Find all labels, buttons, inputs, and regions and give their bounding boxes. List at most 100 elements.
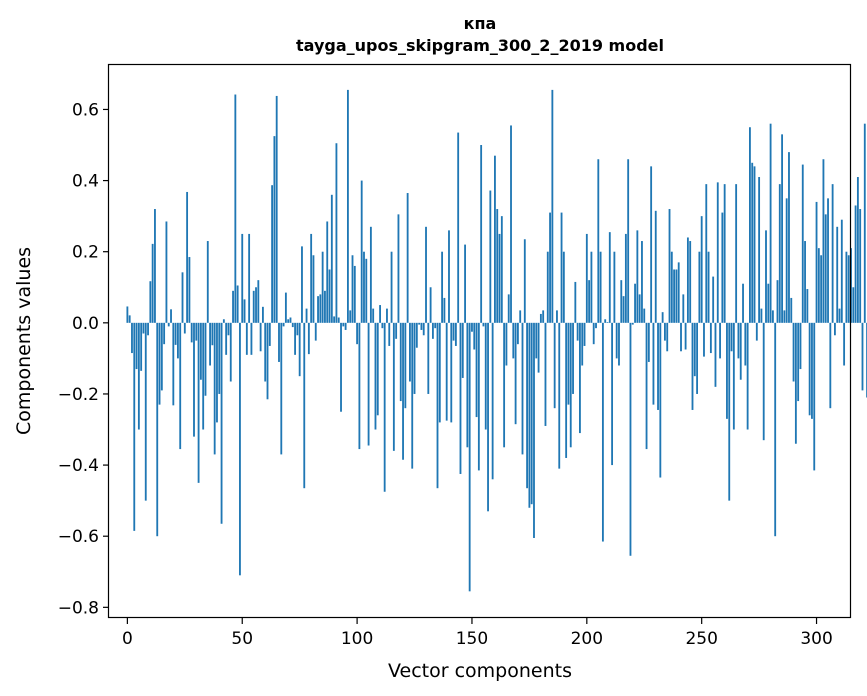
bar: [721, 212, 724, 323]
bar: [392, 322, 395, 451]
bar: [296, 322, 299, 336]
bar: [776, 280, 779, 323]
bar: [503, 322, 506, 448]
bar: [686, 237, 689, 323]
bar: [703, 322, 705, 357]
bar: [480, 145, 483, 323]
bar: [512, 322, 515, 359]
bar: [324, 290, 326, 323]
bar: [195, 322, 198, 341]
bar: [280, 322, 283, 455]
bar: [468, 322, 471, 592]
bar: [232, 290, 234, 323]
bar: [259, 322, 262, 352]
bar: [321, 251, 324, 323]
y-tick-label: 0.6: [72, 100, 99, 120]
bar: [539, 313, 542, 323]
bar: [294, 322, 296, 355]
bar: [500, 216, 503, 323]
bar: [413, 322, 416, 394]
bar: [367, 322, 370, 446]
bar: [248, 233, 251, 323]
x-tick-label: 0: [122, 629, 133, 649]
bar: [216, 322, 218, 423]
bar: [654, 210, 657, 323]
bar: [689, 241, 692, 323]
bar: [746, 322, 749, 430]
bar: [647, 322, 650, 362]
bar: [755, 322, 758, 341]
y-tick-label: 0.4: [72, 172, 99, 192]
x-tick-label: 150: [456, 629, 488, 649]
plot-frame: [107, 63, 852, 619]
bar: [190, 322, 193, 343]
bar: [574, 281, 577, 323]
bar: [799, 322, 802, 370]
bar: [156, 322, 159, 537]
bar: [452, 322, 455, 341]
bar: [859, 209, 862, 323]
bar: [317, 296, 319, 323]
bar: [806, 289, 809, 323]
bar: [804, 241, 806, 323]
bar: [549, 212, 551, 323]
bar: [305, 308, 308, 323]
bar: [592, 322, 595, 345]
bar: [716, 182, 719, 323]
bar: [197, 322, 200, 483]
bar: [576, 322, 579, 341]
bar: [771, 310, 774, 323]
bar: [172, 322, 175, 406]
bar: [427, 322, 430, 394]
bar: [620, 280, 623, 323]
bar: [163, 322, 166, 345]
bar: [505, 322, 508, 366]
bar: [852, 287, 855, 323]
bar: [611, 322, 614, 466]
bar: [404, 322, 407, 409]
bar: [222, 319, 225, 323]
bar: [275, 95, 278, 323]
bar: [569, 322, 572, 448]
bar: [312, 255, 315, 323]
bar: [624, 233, 627, 323]
bar: [374, 322, 377, 430]
bar: [461, 322, 464, 378]
bar: [836, 226, 839, 323]
bar: [448, 230, 450, 323]
bar: [581, 322, 584, 366]
bar: [845, 251, 848, 323]
bar: [742, 283, 744, 323]
bar: [840, 219, 843, 323]
x-tick-label: 100: [341, 629, 373, 649]
bar: [514, 322, 517, 425]
y-axis-label: Components values: [13, 247, 35, 435]
bar: [137, 322, 140, 430]
bar: [186, 191, 189, 323]
bar: [213, 322, 216, 455]
y-tick-label: 0.2: [72, 243, 99, 263]
bar: [622, 296, 625, 323]
bar: [250, 322, 253, 355]
bar: [730, 322, 733, 352]
bar: [282, 322, 285, 327]
bar: [154, 209, 156, 323]
bar: [335, 143, 338, 323]
bar: [434, 322, 437, 329]
bar: [680, 322, 682, 352]
bar: [459, 322, 462, 474]
bar: [824, 214, 827, 323]
bar: [326, 221, 329, 323]
bar: [303, 322, 306, 489]
bar: [847, 255, 850, 323]
bar: [183, 322, 186, 334]
bar: [597, 159, 600, 323]
bar: [606, 322, 609, 323]
bar: [353, 265, 356, 323]
bar: [131, 322, 133, 354]
y-tick-label: −0.8: [58, 598, 99, 618]
x-axis-ticks: 0 50 100 150 200 250 300: [122, 618, 833, 649]
bar: [337, 317, 340, 323]
bar: [160, 322, 163, 391]
